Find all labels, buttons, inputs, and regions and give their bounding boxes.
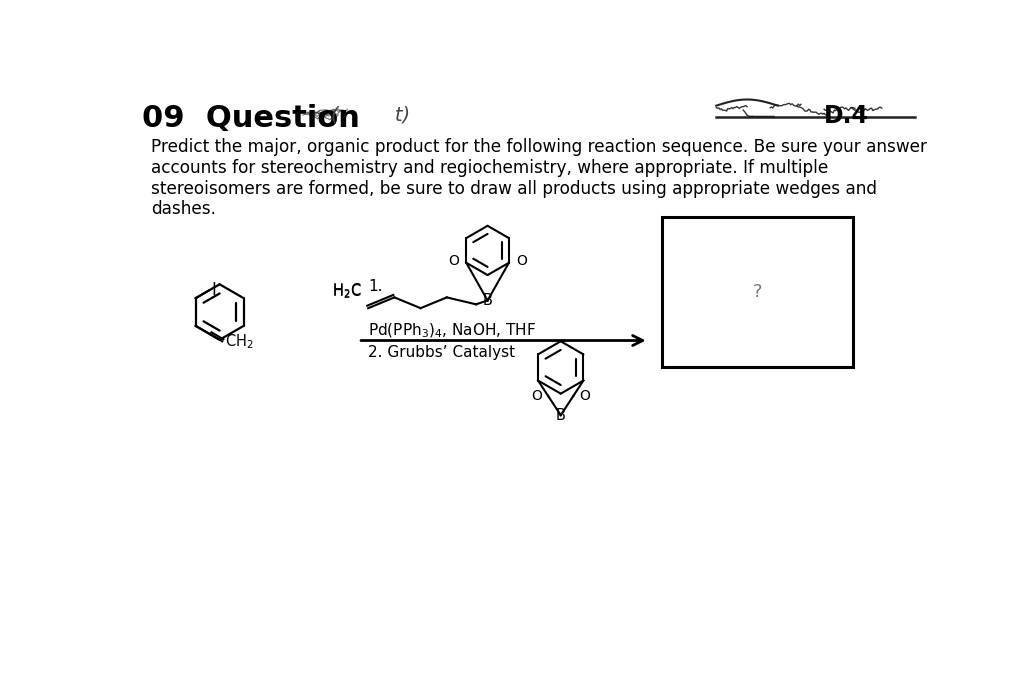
- Text: dashes.: dashes.: [151, 200, 216, 218]
- Bar: [662, 217, 853, 367]
- Text: O: O: [448, 254, 460, 268]
- Text: ?: ?: [754, 283, 763, 301]
- Text: 2. Grubbs’ Catalyst: 2. Grubbs’ Catalyst: [368, 345, 515, 360]
- Text: O: O: [531, 389, 542, 403]
- Text: O: O: [580, 389, 590, 403]
- Text: B: B: [556, 408, 565, 422]
- Text: (         t): ( t): [331, 106, 410, 125]
- Text: $\mathregular{H_2C}$: $\mathregular{H_2C}$: [332, 282, 362, 301]
- Text: accounts for stereochemistry and regiochemistry, where appropriate. If multiple: accounts for stereochemistry and regioch…: [151, 159, 829, 177]
- Text: $\mathregular{H_2C}$: $\mathregular{H_2C}$: [332, 283, 362, 301]
- Text: I: I: [212, 281, 216, 299]
- Text: $\mathrm{Pd(PPh_3)_4}$, NaOH, THF: $\mathrm{Pd(PPh_3)_4}$, NaOH, THF: [368, 322, 536, 341]
- Text: O: O: [516, 254, 526, 268]
- Text: B: B: [482, 293, 492, 308]
- Text: $\mathregular{CH_2}$: $\mathregular{CH_2}$: [224, 332, 253, 351]
- Text: stereoisomers are formed, be sure to draw all products using appropriate wedges : stereoisomers are formed, be sure to dra…: [151, 180, 877, 197]
- Text: D.4: D.4: [824, 104, 869, 128]
- Text: 1.: 1.: [368, 279, 382, 294]
- Text: 09  Question: 09 Question: [142, 104, 360, 133]
- Text: Predict the major, organic product for the following reaction sequence. Be sure : Predict the major, organic product for t…: [151, 138, 927, 156]
